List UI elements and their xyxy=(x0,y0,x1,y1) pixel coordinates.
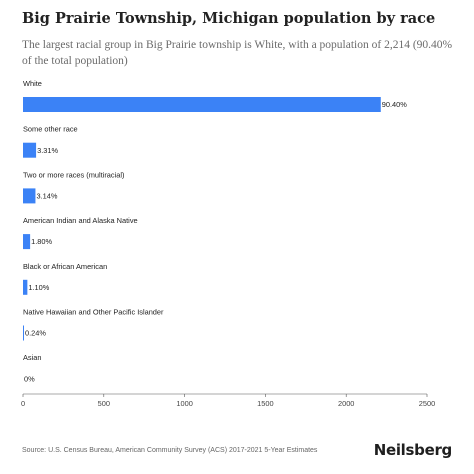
data-label: 0.24% xyxy=(25,329,46,338)
brand-logo: Neilsberg xyxy=(373,441,453,459)
bar xyxy=(23,97,381,112)
data-label: 0% xyxy=(24,374,35,383)
category-label: Black or African American xyxy=(23,262,107,271)
x-tick-label: 0 xyxy=(21,399,25,408)
x-tick-label: 1500 xyxy=(257,399,273,408)
chart-subtitle: The largest racial group in Big Prairie … xyxy=(22,39,453,67)
source-note: Source: U.S. Census Bureau, American Com… xyxy=(22,447,318,454)
bar xyxy=(23,188,36,204)
bar xyxy=(23,234,31,250)
bar xyxy=(23,279,28,295)
bar xyxy=(23,325,24,341)
x-tick-label: 500 xyxy=(98,399,110,408)
category-label: Native Hawaiian and Other Pacific Island… xyxy=(23,308,164,317)
category-label: White xyxy=(23,79,42,88)
data-label: 3.31% xyxy=(37,146,58,155)
x-tick-label: 2000 xyxy=(338,399,354,408)
category-label: American Indian and Alaska Native xyxy=(23,216,138,225)
x-tick-label: 1000 xyxy=(176,399,192,408)
bar xyxy=(23,142,37,158)
data-label: 3.14% xyxy=(36,192,57,201)
category-label: Asian xyxy=(23,353,42,362)
data-label: 1.80% xyxy=(31,237,52,246)
data-label: 1.10% xyxy=(28,283,49,292)
category-label: Some other race xyxy=(23,125,78,134)
data-label: 90.40% xyxy=(382,100,407,109)
x-tick-label: 2500 xyxy=(419,399,435,408)
chart-title: Big Prairie Township, Michigan populatio… xyxy=(22,10,436,27)
category-label: Two or more races (multiracial) xyxy=(23,170,124,179)
